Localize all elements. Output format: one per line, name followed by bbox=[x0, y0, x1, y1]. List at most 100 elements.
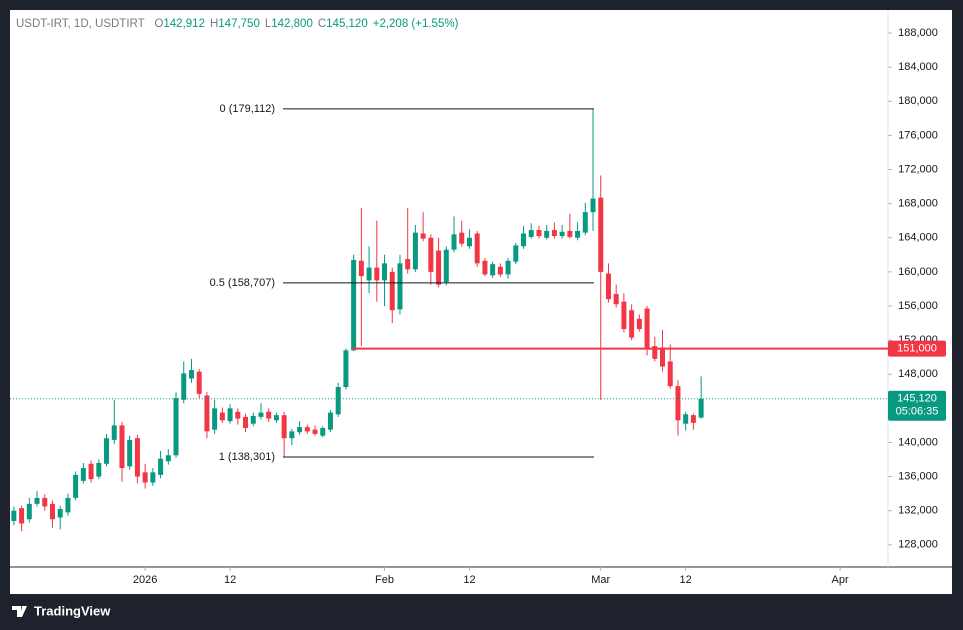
candle-body bbox=[158, 458, 164, 475]
candle-body bbox=[621, 301, 627, 330]
candle-body bbox=[459, 232, 465, 244]
candle-body bbox=[397, 263, 403, 310]
fib-label: 0 (179,112) bbox=[220, 103, 275, 115]
candle-body bbox=[243, 416, 249, 428]
candle-body bbox=[366, 267, 372, 281]
candle-body bbox=[528, 230, 534, 237]
y-tick-label: 148,000 bbox=[898, 368, 938, 380]
candle-body bbox=[497, 266, 503, 275]
y-tick-label: 176,000 bbox=[898, 129, 938, 141]
candle-body bbox=[513, 245, 519, 262]
ohlc-value: 145,120 bbox=[326, 18, 368, 30]
y-tick-label: 136,000 bbox=[898, 470, 938, 482]
candle-body bbox=[575, 230, 581, 238]
candle-body bbox=[42, 497, 48, 507]
candle-body bbox=[667, 361, 673, 387]
ohlc-key: L bbox=[265, 18, 272, 30]
candle-body bbox=[636, 318, 642, 330]
candle-body bbox=[343, 350, 349, 388]
candle-body bbox=[335, 387, 341, 415]
y-tick-label: 180,000 bbox=[898, 95, 938, 107]
candle-body bbox=[436, 250, 442, 285]
y-tick-label: 128,000 bbox=[898, 539, 938, 551]
candle-body bbox=[698, 398, 704, 418]
candle-body bbox=[312, 429, 318, 434]
candle-body bbox=[590, 198, 596, 213]
candle-body bbox=[389, 271, 395, 311]
ohlc-key: H bbox=[210, 18, 218, 30]
candle-body bbox=[482, 260, 488, 275]
x-tick-label: Apr bbox=[832, 574, 849, 586]
y-tick-label: 160,000 bbox=[898, 266, 938, 278]
candle-body bbox=[219, 412, 225, 421]
candle-body bbox=[644, 308, 650, 349]
candle-body bbox=[660, 347, 666, 367]
candle-body bbox=[88, 463, 94, 480]
candle-body bbox=[521, 233, 527, 247]
candle-body bbox=[212, 408, 218, 430]
candle-body bbox=[297, 427, 303, 433]
y-tick-label: 156,000 bbox=[898, 300, 938, 312]
candle-body bbox=[96, 462, 102, 477]
candle-body bbox=[613, 294, 619, 305]
candle-body bbox=[320, 427, 326, 436]
last-price-tag bbox=[888, 390, 946, 421]
candle-body bbox=[405, 259, 411, 270]
candle-body bbox=[111, 425, 117, 440]
candle-body bbox=[629, 310, 635, 338]
candle-body bbox=[119, 425, 125, 469]
candle-body bbox=[235, 411, 241, 419]
symbol: USDT-IRT, 1D, USDTIRT bbox=[16, 18, 145, 30]
candle-body bbox=[428, 237, 434, 272]
candle-body bbox=[582, 212, 588, 233]
x-tick-label: Feb bbox=[375, 574, 394, 586]
candle-body bbox=[474, 233, 480, 264]
candle-body bbox=[73, 474, 79, 498]
candle-body bbox=[551, 230, 557, 237]
candle-body bbox=[173, 398, 179, 456]
candle-body bbox=[196, 371, 202, 394]
candle-body bbox=[536, 230, 542, 237]
panel bbox=[10, 10, 952, 594]
candle-body bbox=[273, 415, 279, 421]
candle-body bbox=[181, 373, 187, 400]
candle-body bbox=[11, 510, 17, 521]
candle-body bbox=[204, 395, 210, 432]
candle-body bbox=[227, 408, 233, 422]
ohlc-value: 142,800 bbox=[271, 18, 313, 30]
candle-body bbox=[420, 233, 426, 239]
ohlc-value: 147,750 bbox=[218, 18, 260, 30]
candle-body bbox=[675, 386, 681, 421]
candle-body bbox=[683, 414, 689, 424]
y-tick-label: 184,000 bbox=[898, 61, 938, 73]
x-tick-label: 2026 bbox=[133, 574, 157, 586]
x-tick-label: 12 bbox=[463, 574, 475, 586]
candle-body bbox=[605, 273, 611, 300]
candle-body bbox=[652, 346, 658, 359]
countdown: 05:06:35 bbox=[896, 406, 939, 418]
candle-body bbox=[49, 503, 55, 520]
x-tick-label: Mar bbox=[591, 574, 610, 586]
fib-label: 1 (138,301) bbox=[219, 451, 275, 463]
candle-body bbox=[142, 472, 148, 483]
candle-body bbox=[690, 415, 696, 423]
candle-body bbox=[304, 427, 310, 432]
candle-body bbox=[567, 230, 573, 237]
y-tick-label: 188,000 bbox=[898, 27, 938, 39]
brand-logo bbox=[12, 606, 27, 617]
change: +2,208 (+1.55%) bbox=[373, 18, 459, 30]
candle-body bbox=[26, 503, 32, 520]
candle-body bbox=[505, 260, 511, 275]
candle-body bbox=[165, 455, 171, 462]
x-tick-label: 12 bbox=[680, 574, 692, 586]
fib-label: 0.5 (158,707) bbox=[210, 277, 275, 289]
candle-body bbox=[289, 431, 295, 439]
candle-body bbox=[104, 438, 110, 464]
candle-body bbox=[374, 267, 380, 281]
candle-body bbox=[559, 231, 565, 237]
y-tick-label: 164,000 bbox=[898, 232, 938, 244]
last-price-label: 145,120 bbox=[897, 393, 937, 405]
price-tag bbox=[888, 340, 946, 357]
candle-body bbox=[80, 468, 86, 481]
